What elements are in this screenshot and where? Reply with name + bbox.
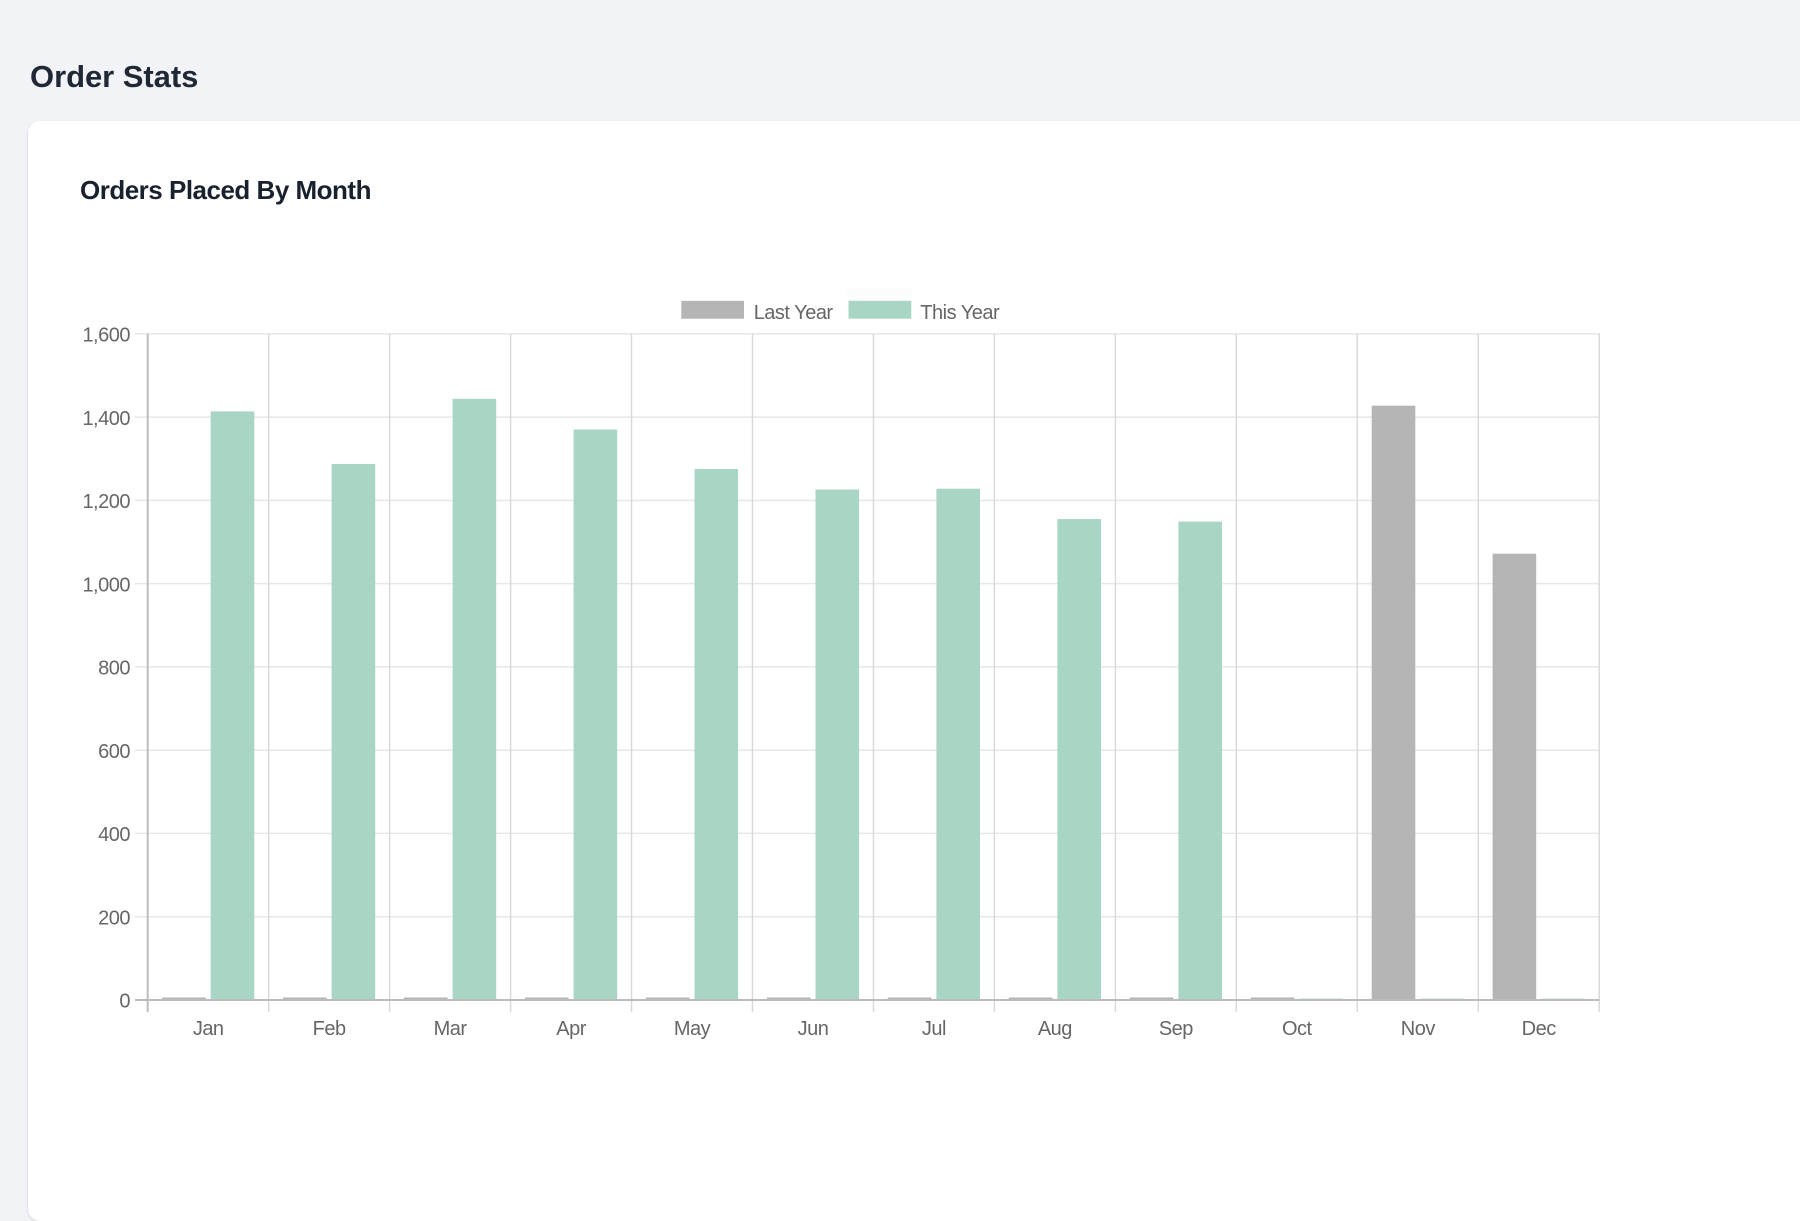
svg-text:Dec: Dec [1522, 1018, 1557, 1040]
svg-text:Oct: Oct [1282, 1018, 1313, 1040]
svg-text:0: 0 [119, 991, 130, 1013]
svg-text:Apr: Apr [556, 1018, 586, 1040]
svg-text:Feb: Feb [313, 1018, 346, 1040]
svg-text:600: 600 [98, 741, 130, 763]
svg-text:Sep: Sep [1159, 1018, 1193, 1040]
svg-text:1,000: 1,000 [82, 574, 130, 596]
svg-text:Jul: Jul [922, 1018, 946, 1040]
svg-text:800: 800 [98, 658, 130, 680]
svg-text:Mar: Mar [434, 1018, 468, 1040]
svg-text:Jan: Jan [193, 1018, 224, 1040]
svg-text:May: May [674, 1018, 711, 1040]
svg-text:1,600: 1,600 [82, 325, 130, 347]
svg-text:Nov: Nov [1401, 1018, 1436, 1040]
svg-text:Jun: Jun [798, 1018, 829, 1040]
svg-text:This Year: This Year [920, 302, 1000, 324]
svg-text:Aug: Aug [1038, 1018, 1072, 1040]
svg-text:1,400: 1,400 [82, 408, 130, 430]
svg-text:400: 400 [98, 824, 130, 846]
svg-text:Last Year: Last Year [754, 302, 834, 324]
svg-text:200: 200 [98, 907, 130, 929]
svg-text:1,200: 1,200 [82, 491, 130, 513]
